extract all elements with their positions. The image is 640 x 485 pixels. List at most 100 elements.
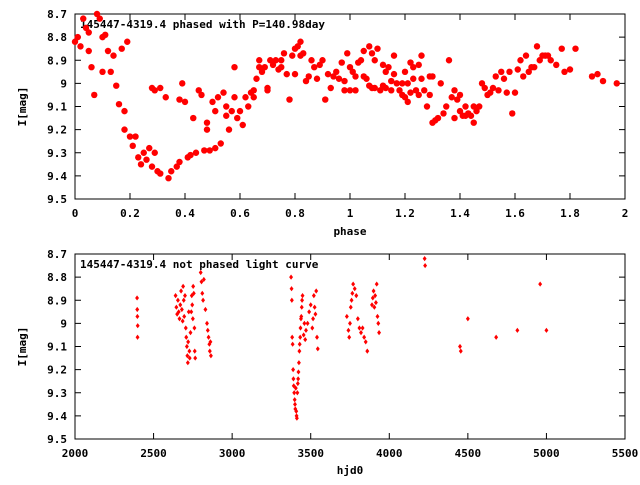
- phased-data-point: [121, 126, 128, 133]
- phased-data-point: [168, 168, 175, 175]
- unphased-data-point: [315, 334, 319, 340]
- unphased-data-point: [205, 320, 209, 326]
- phased-data-point: [256, 63, 263, 71]
- unphased-data-point: [359, 330, 363, 336]
- phased-data-point: [305, 73, 312, 80]
- phased-ytick-label: 9.3: [47, 147, 67, 160]
- phased-data-point: [135, 154, 142, 161]
- unphased-data-point: [182, 313, 187, 320]
- unphased-data-point: [300, 297, 305, 303]
- unphased-data-point: [304, 327, 308, 333]
- unphased-xtick-label: 4000: [376, 447, 403, 460]
- unphased-data-point: [311, 316, 316, 322]
- phased-data-point: [212, 144, 219, 152]
- unphased-data-point: [348, 304, 353, 310]
- phased-data-point: [137, 161, 145, 168]
- unphased-xtick-label: 2000: [62, 447, 89, 460]
- phased-data-point: [443, 103, 450, 110]
- phased-data-point: [547, 57, 554, 64]
- phased-data-point: [456, 91, 464, 99]
- unphased-data-point: [289, 286, 294, 292]
- phased-data-point: [162, 94, 169, 101]
- unphased-data-point: [373, 299, 378, 306]
- phased-data-point: [421, 87, 428, 94]
- unphased-data-point: [191, 290, 196, 296]
- phased-data-point: [476, 103, 483, 110]
- phased-data-point: [371, 57, 378, 64]
- phased-data-point: [129, 142, 136, 150]
- phased-data-point: [225, 126, 233, 133]
- unphased-data-point: [296, 376, 301, 382]
- phased-data-point: [104, 47, 112, 55]
- phased-data-point: [151, 87, 158, 94]
- phased-data-point: [176, 96, 183, 103]
- phased-data-point: [352, 73, 359, 80]
- phased-data-point: [363, 75, 370, 82]
- unphased-xtick-label: 2500: [140, 447, 167, 460]
- phased-data-point: [410, 63, 417, 71]
- unphased-xtick-label: 3500: [297, 447, 324, 460]
- phased-data-point: [330, 73, 337, 80]
- unphased-data-point: [422, 256, 427, 262]
- unphased-data-point: [354, 293, 359, 299]
- unphased-data-point: [296, 360, 301, 366]
- phased-xtick-label: 2: [622, 207, 629, 220]
- unphased-data-point: [300, 293, 305, 299]
- phased-data-point: [451, 87, 458, 94]
- phased-data-point: [132, 133, 139, 140]
- phased-data-point: [157, 84, 164, 92]
- unphased-data-point: [289, 274, 294, 280]
- unphased-data-point: [299, 313, 304, 320]
- phased-data-point: [407, 89, 414, 96]
- phased-data-point: [294, 43, 301, 50]
- unphased-data-point: [135, 295, 140, 301]
- phased-data-point: [599, 77, 607, 85]
- phased-data-point: [217, 140, 224, 147]
- phased-xtick-label: 0.8: [285, 207, 305, 220]
- phased-data-point: [338, 59, 345, 66]
- phased-data-point: [179, 80, 186, 87]
- phased-data-point: [311, 63, 318, 71]
- phased-data-point: [613, 80, 620, 87]
- phased-xtick-label: 1: [347, 207, 354, 220]
- phased-data-point: [341, 87, 348, 94]
- unphased-data-point: [298, 334, 303, 340]
- phased-data-point: [250, 94, 257, 101]
- phased-data-point: [390, 70, 398, 78]
- phased-data-point: [77, 43, 84, 50]
- phased-data-point: [385, 63, 392, 71]
- unphased-data-point: [538, 281, 543, 287]
- phased-data-point: [470, 103, 477, 110]
- phased-data-point: [113, 82, 120, 89]
- unphased-data-point: [373, 293, 378, 299]
- phased-data-point: [253, 75, 260, 82]
- phased-data-point: [495, 87, 502, 94]
- phased-data-point: [520, 73, 527, 80]
- unphased-data-point: [544, 327, 549, 333]
- phased-data-point: [143, 156, 150, 163]
- phased-data-point: [231, 94, 238, 101]
- phased-data-point: [82, 24, 90, 32]
- unphased-data-point: [208, 353, 213, 359]
- unphased-data-point: [347, 334, 352, 340]
- phased-data-point: [209, 98, 216, 106]
- phased-data-point: [223, 103, 230, 110]
- unphased-data-point: [295, 380, 300, 387]
- phased-data-point: [382, 68, 389, 76]
- phased-data-point: [316, 61, 323, 69]
- phased-data-point: [533, 43, 541, 50]
- phased-data-point: [236, 107, 244, 115]
- phased-data-point: [280, 50, 288, 57]
- phased-data-point: [522, 52, 530, 59]
- unphased-data-point: [193, 355, 198, 361]
- phased-data-point: [344, 50, 351, 57]
- unphased-data-point: [313, 311, 318, 317]
- phased-data-point: [151, 149, 158, 156]
- unphased-data-point: [291, 367, 296, 373]
- phased-data-point: [85, 47, 92, 55]
- unphased-ytick-label: 9.2: [47, 364, 67, 377]
- phased-data-point: [517, 57, 524, 64]
- unphased-data-point: [187, 348, 192, 354]
- unphased-data-point: [298, 325, 303, 331]
- unphased-data-point: [184, 334, 189, 340]
